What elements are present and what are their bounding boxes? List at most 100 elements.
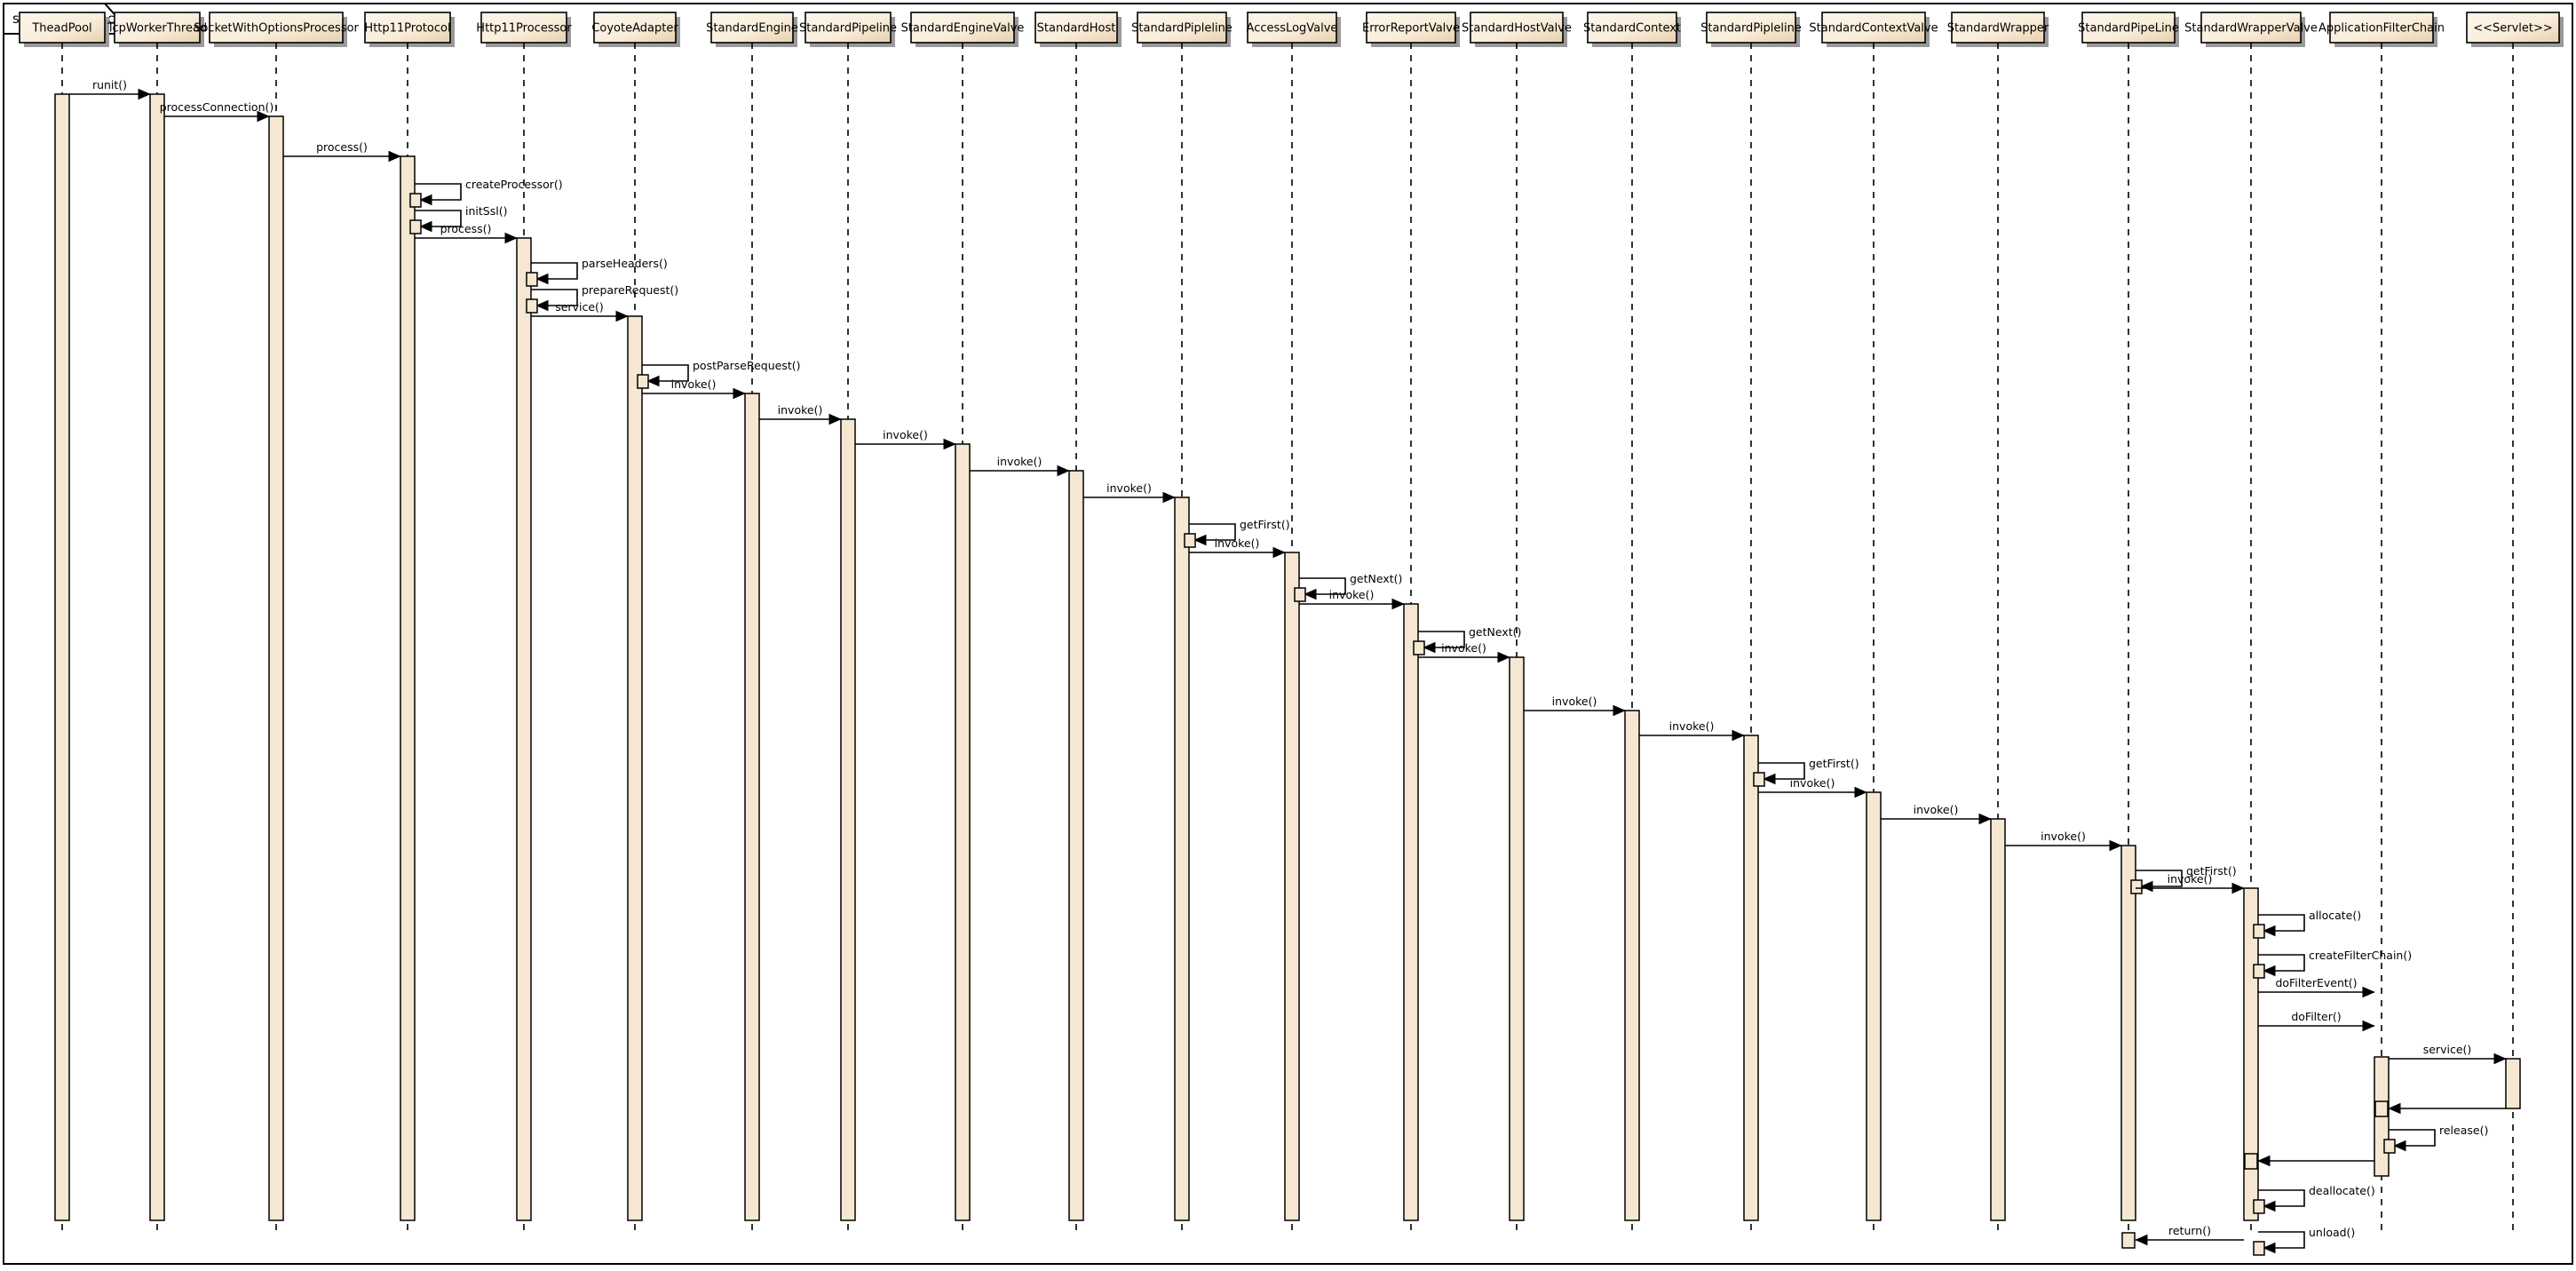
message-m33[interactable]: doFilter() [2258, 1010, 2375, 1032]
lifeline-servlet[interactable]: <<Servlet>> [2466, 12, 2564, 1236]
lifeline-label: StandardEngineValve [901, 22, 1025, 36]
activation-bar-threadpool[interactable] [54, 93, 70, 1221]
activation-bar-standardpipleline2[interactable] [1174, 496, 1190, 1221]
message-m15[interactable]: invoke() [1083, 481, 1176, 504]
lifeline-box[interactable] [209, 12, 344, 44]
message-m22[interactable]: invoke() [1524, 695, 1626, 717]
lifeline-box[interactable] [2329, 12, 2434, 44]
activation-bar-errorreportvalve[interactable] [1403, 603, 1419, 1221]
message-m37[interactable] [2244, 1153, 2374, 1170]
activation-bar-servlet[interactable] [2505, 1058, 2521, 1109]
message-m05[interactable]: initSsl() [409, 204, 507, 234]
lifeline-box[interactable] [2466, 12, 2560, 44]
message-m27[interactable]: invoke() [2005, 830, 2122, 852]
message-m31[interactable]: createFilterChain() [2253, 949, 2412, 979]
lifeline-box[interactable] [2081, 12, 2176, 44]
lifeline-applicationfilterchain[interactable]: ApplicationFilterChain [2318, 12, 2445, 1236]
lifeline-box[interactable] [910, 12, 1015, 44]
message-m25[interactable]: invoke() [1758, 776, 1867, 798]
lifeline-box[interactable] [1587, 12, 1677, 44]
message-m04[interactable]: createProcessor() [409, 178, 563, 208]
message-m36[interactable]: release() [2383, 1124, 2488, 1154]
activation-bar-standardwrapper[interactable] [1990, 818, 2006, 1221]
lifeline-standardpipeline1[interactable]: StandardPipeline [799, 12, 897, 1236]
message-m14[interactable]: invoke() [970, 455, 1070, 477]
message-m08[interactable]: prepareRequest() [526, 283, 678, 314]
lifeline-box[interactable] [1951, 12, 2045, 44]
activation-bar-socketwithoptionsproc[interactable] [268, 115, 284, 1221]
activation-bar-http11processor[interactable] [516, 237, 532, 1221]
lifeline-box[interactable] [593, 12, 677, 44]
activation-bar-standardhostvalve[interactable] [1509, 656, 1525, 1221]
message-m40[interactable]: return() [2121, 1224, 2244, 1249]
activation-bar-accesslogvalve[interactable] [1284, 552, 1300, 1221]
message-m24[interactable]: getFirst() [1753, 757, 1859, 787]
lifeline-box[interactable] [1706, 12, 1796, 44]
activation-bar-tcpworkerthread[interactable] [149, 93, 165, 1221]
message-label: allocate() [2309, 909, 2361, 922]
message-m23[interactable]: invoke() [1639, 719, 1745, 742]
message-m19[interactable]: invoke() [1299, 588, 1405, 610]
lifeline-standardcontext[interactable]: StandardContext [1583, 12, 1681, 1236]
message-m21[interactable]: invoke() [1418, 641, 1510, 663]
message-m18[interactable]: getNext() [1294, 572, 1402, 602]
lifeline-standardhostvalve[interactable]: StandardHostValve [1462, 12, 1572, 1236]
message-m06[interactable]: process() [415, 222, 518, 244]
message-m26[interactable]: invoke() [1881, 803, 1992, 825]
activation-bar-standardpipeline4[interactable] [2120, 845, 2136, 1221]
lifeline-box[interactable] [1137, 12, 1227, 44]
lifeline-box[interactable] [805, 12, 892, 44]
activation-bar-standardengine[interactable] [744, 393, 760, 1221]
self-message-path [2258, 1231, 2305, 1254]
lifeline-box[interactable] [480, 12, 567, 44]
lifeline-standardhost[interactable]: StandardHost [1034, 12, 1122, 1236]
activation-bar-standardcontextvalve[interactable] [1866, 791, 1882, 1221]
lifeline-label: StandardHost [1037, 22, 1116, 36]
message-m28[interactable]: getFirst() [2130, 864, 2237, 894]
lifeline-box[interactable] [1470, 12, 1564, 44]
message-m10[interactable]: postParseRequest() [637, 359, 801, 389]
lifeline-box[interactable] [364, 12, 451, 44]
activation-bar-standardpipleline3[interactable] [1743, 735, 1759, 1221]
message-m03[interactable]: process() [283, 140, 401, 163]
message-label: getFirst() [2186, 864, 2237, 878]
message-m16[interactable]: getFirst() [1184, 518, 1290, 548]
message-m30[interactable]: allocate() [2253, 909, 2361, 939]
message-m02[interactable]: processConnection() [160, 100, 274, 123]
message-m13[interactable]: invoke() [855, 428, 956, 450]
activation-bar-standardenginevalve[interactable] [955, 443, 971, 1221]
message-m39[interactable]: unload() [2253, 1226, 2355, 1256]
lifeline-label: StandardEngine [706, 22, 798, 36]
lifeline-box[interactable] [1247, 12, 1337, 44]
activation-bar-coyoteadapter[interactable] [627, 315, 643, 1221]
message-m17[interactable]: invoke() [1189, 536, 1286, 559]
activation-bar-standardcontext[interactable] [1624, 710, 1640, 1221]
lifeline-standardengine[interactable]: StandardEngine [706, 12, 798, 1236]
activation-bar-standardpipeline1[interactable] [840, 418, 856, 1221]
message-m32[interactable]: doFilterEvent() [2258, 976, 2375, 998]
message-m38[interactable]: deallocate() [2253, 1184, 2375, 1214]
activation-bar-standardhost[interactable] [1068, 470, 1084, 1221]
message-label: createProcessor() [465, 178, 563, 191]
message-label: service() [555, 300, 604, 314]
message-m12[interactable]: invoke() [759, 403, 842, 425]
message-label: invoke() [2041, 830, 2086, 843]
lifeline-box[interactable] [1366, 12, 1456, 44]
message-m35[interactable] [2374, 1100, 2506, 1117]
message-m29[interactable]: invoke() [2136, 872, 2245, 894]
message-label: invoke() [1329, 588, 1375, 601]
message-m07[interactable]: parseHeaders() [526, 257, 668, 287]
lifeline-box[interactable] [710, 12, 794, 44]
lifeline-errorreportvalve[interactable]: ErrorReportValve [1362, 12, 1460, 1236]
message-m34[interactable]: service() [2389, 1043, 2507, 1065]
message-m09[interactable]: service() [531, 300, 629, 322]
message-m11[interactable]: invoke() [642, 377, 746, 400]
lifeline-box[interactable] [2200, 12, 2302, 44]
lifeline-accesslogvalve[interactable]: AccessLogValve [1247, 12, 1341, 1236]
message-m01[interactable]: runit() [69, 78, 151, 100]
message-m20[interactable]: getNext() [1413, 625, 1521, 655]
activation-bar-http11protocol[interactable] [400, 155, 416, 1221]
message-label: invoke() [1215, 536, 1260, 550]
return-activation-stub [2121, 1232, 2136, 1249]
